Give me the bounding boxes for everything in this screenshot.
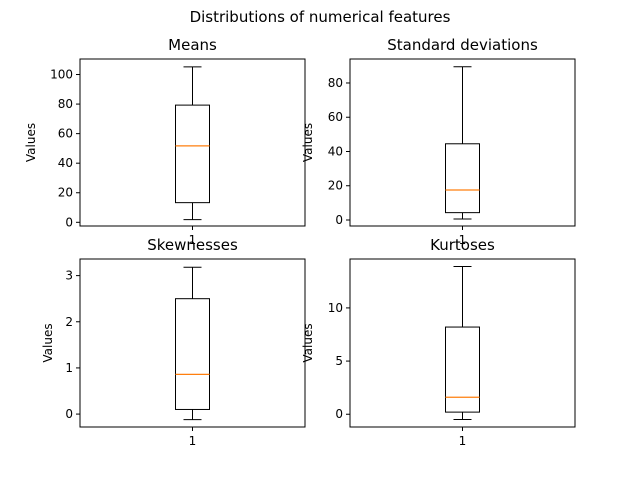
iqr-box: [175, 298, 210, 410]
y-tick-label: 20: [328, 179, 343, 193]
axes-title: Kurtoses: [430, 236, 495, 254]
y-axis-label: Values: [41, 323, 55, 362]
y-tick-label: 60: [328, 110, 343, 124]
y-tick-label: 80: [58, 97, 73, 111]
y-tick-label: 10: [328, 301, 343, 315]
y-tick-label: 0: [65, 215, 73, 229]
x-tick-label: 1: [459, 434, 467, 448]
iqr-box: [175, 104, 210, 204]
y-axis-label: Values: [24, 123, 38, 162]
y-tick-label: 80: [328, 76, 343, 90]
x-tick-label: 1: [189, 434, 197, 448]
y-tick-label: 2: [65, 315, 73, 329]
y-tick-label: 3: [65, 269, 73, 283]
iqr-box: [445, 143, 480, 214]
y-tick-label: 40: [328, 144, 343, 158]
y-tick-label: 1: [65, 361, 73, 375]
x-tick-label: 1: [189, 233, 197, 247]
y-tick-label: 100: [50, 68, 73, 82]
subplot-3: Skewnesses 0 1 2 3 1 Values: [41, 236, 306, 448]
axes-title: Standard deviations: [387, 36, 538, 54]
y-tick-label: 0: [65, 407, 73, 421]
y-tick-label: 60: [58, 127, 73, 141]
axes-title: Means: [168, 36, 217, 54]
figure-suptitle: Distributions of numerical features: [190, 8, 451, 26]
x-tick-label: 1: [459, 233, 467, 247]
y-tick-label: 0: [335, 213, 343, 227]
y-tick-label: 20: [58, 186, 73, 200]
subplot-2: Standard deviations 0 20 40 60 80 1 Values: [301, 36, 576, 247]
y-axis-label: Values: [301, 323, 315, 362]
y-axis-label: Values: [301, 123, 315, 162]
axes-title: Skewnesses: [147, 236, 238, 254]
subplot-1: Means 0 20 40 60 80 100 1 Values: [24, 36, 306, 247]
y-tick-label: 5: [335, 354, 343, 368]
subplot-4: Kurtoses 0 5 10 1 Values: [301, 236, 576, 448]
y-tick-label: 0: [335, 407, 343, 421]
y-tick-label: 40: [58, 156, 73, 170]
iqr-box: [445, 326, 480, 413]
